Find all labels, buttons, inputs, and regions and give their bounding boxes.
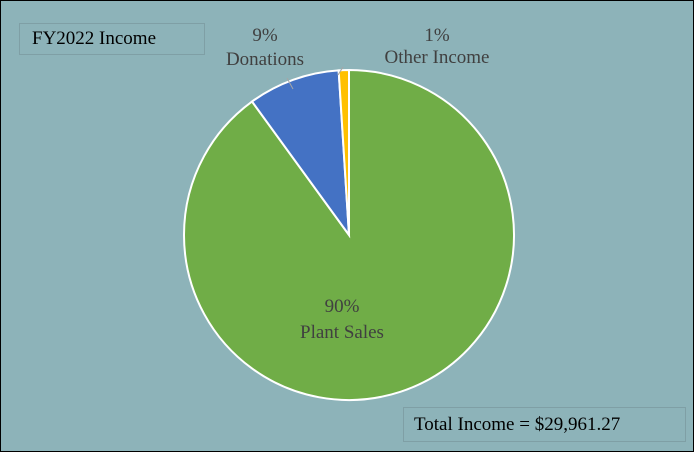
data-label-percent-other-income: 1% [424,25,450,46]
leader-line-donations [286,77,294,90]
leader-line-other-income [337,66,344,76]
data-label-percent-plant-sales: 90% [325,296,360,317]
data-label-name-other-income: Other Income [385,47,490,68]
chart-title: FY2022 Income [19,23,205,55]
data-label-name-donations: Donations [226,49,304,70]
data-label-percent-donations: 9% [252,25,278,46]
total-income-label: Total Income = $29,961.27 [403,407,686,442]
pie-slice-other-income [337,68,350,236]
pie-slice-donations [250,69,351,239]
data-label-name-plant-sales: Plant Sales [300,322,384,343]
